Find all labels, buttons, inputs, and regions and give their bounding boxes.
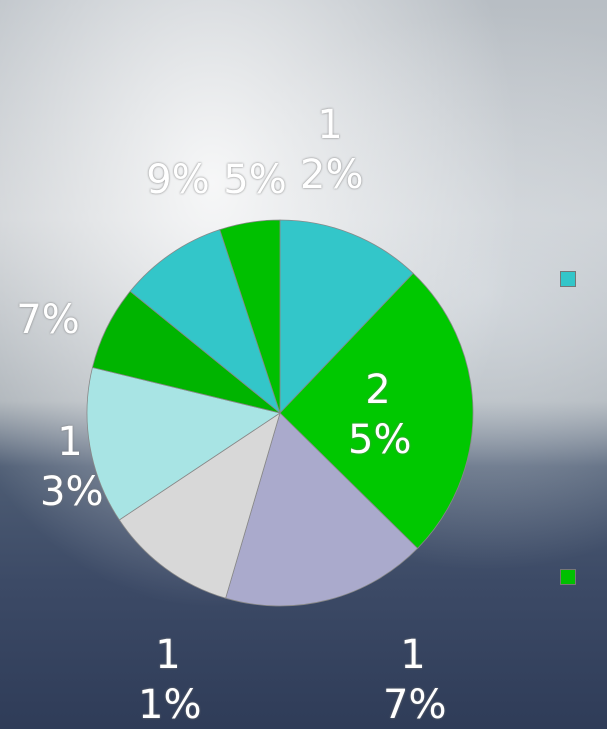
data-label: 12% <box>300 102 364 198</box>
pie-slice <box>129 229 281 415</box>
legend-marker <box>560 271 576 287</box>
pie-slice <box>219 219 281 414</box>
pie-slice <box>118 412 281 599</box>
data-label: 5% <box>223 157 287 203</box>
data-label: 17% <box>383 632 447 728</box>
pie-slice <box>86 367 281 521</box>
data-label: 13% <box>40 419 104 515</box>
data-label: 25% <box>348 367 412 463</box>
pie-slice <box>225 412 419 607</box>
data-label: 7% <box>16 297 80 343</box>
data-label: 9% <box>146 157 210 203</box>
data-label: 11% <box>138 632 202 728</box>
legend-marker <box>560 569 576 585</box>
pie-slice <box>279 219 414 414</box>
pie-slice <box>279 272 474 549</box>
